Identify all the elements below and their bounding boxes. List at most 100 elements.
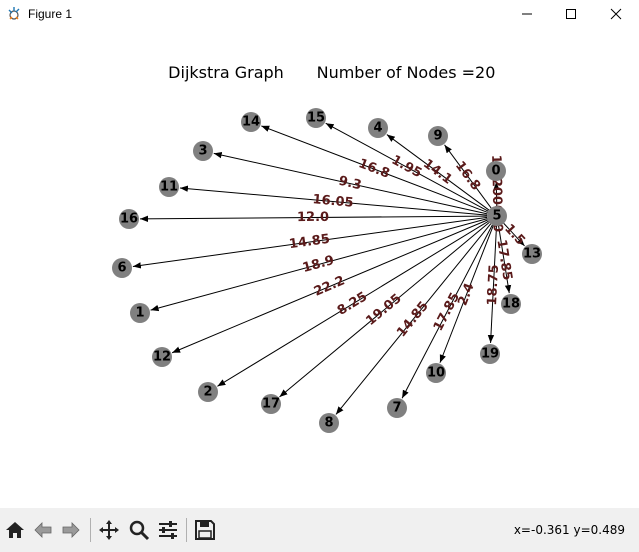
edge-5-2 [217, 220, 489, 387]
node-12 [152, 347, 172, 367]
minimize-icon [522, 13, 532, 15]
save-icon [195, 520, 215, 540]
node-label-9: 9 [433, 129, 442, 144]
edge-label-5-18: 17.85 [493, 239, 514, 282]
node-label-2: 2 [203, 385, 212, 400]
node-13 [522, 244, 542, 264]
edge-5-10 [439, 225, 494, 363]
edge-5-15 [325, 122, 489, 212]
node-7 [387, 398, 407, 418]
edge-5-1 [150, 218, 488, 312]
edge-5-17 [279, 222, 490, 398]
node-10 [426, 363, 446, 383]
back-arrow-icon [34, 522, 52, 538]
node-9 [428, 126, 448, 146]
navigation-toolbar: x=-0.361 y=0.489 [0, 508, 639, 552]
edge-5-14 [261, 125, 488, 213]
plot-title-left: Dijkstra Graph [168, 63, 284, 82]
edge-5-9 [444, 144, 492, 209]
sliders-icon [159, 521, 177, 539]
node-4 [368, 118, 388, 138]
forward-arrow-icon [62, 522, 80, 538]
toolbar-separator [186, 518, 187, 542]
node-label-12: 12 [153, 350, 171, 365]
node-19 [480, 344, 500, 364]
home-button[interactable] [2, 517, 28, 543]
edge-5-18 [498, 225, 512, 294]
edge-5-11 [179, 185, 488, 216]
node-16 [119, 209, 139, 229]
window-titlebar: Figure 1 [0, 0, 639, 28]
home-icon [6, 522, 24, 538]
zoom-button[interactable] [126, 517, 152, 543]
close-icon [610, 8, 622, 20]
node-14 [241, 112, 261, 132]
plot-title-right: Number of Nodes =20 [317, 63, 496, 82]
toolbar-separator [90, 518, 91, 542]
node-label-18: 18 [502, 297, 520, 312]
close-button[interactable] [593, 0, 639, 28]
node-label-5: 5 [492, 209, 501, 224]
edge-5-6 [132, 216, 488, 269]
node-3 [193, 141, 213, 161]
node-label-14: 14 [242, 115, 260, 130]
node-label-19: 19 [481, 347, 499, 362]
node-1 [130, 303, 150, 323]
node-5 [487, 206, 507, 226]
edge-5-19 [487, 225, 497, 344]
edge-label-5-2: 8.25 [335, 289, 370, 318]
edge-5-13 [503, 223, 525, 247]
configure-subplots-button[interactable] [155, 517, 181, 543]
edge-label-5-19: 18.75 [485, 264, 502, 306]
graph-plot: Dijkstra Graph Number of Nodes =20 13.20… [112, 63, 542, 433]
edge-label-5-4: 14.1 [420, 156, 455, 187]
node-2 [198, 382, 218, 402]
save-button[interactable] [192, 517, 218, 543]
edge-5-8 [335, 223, 492, 415]
edge-5-16 [139, 215, 488, 223]
figure-canvas[interactable]: Dijkstra Graph Number of Nodes =20 13.20… [0, 28, 639, 508]
edge-5-4 [386, 134, 490, 211]
node-label-11: 11 [160, 180, 178, 195]
maximize-button[interactable] [548, 0, 594, 28]
node-label-3: 3 [198, 144, 207, 159]
edge-label-5-12: 22.2 [312, 273, 347, 299]
edge-label-5-1: 18.9 [301, 253, 336, 276]
edge-5-12 [171, 219, 488, 354]
forward-button[interactable] [58, 517, 84, 543]
edge-label-5-3: 9.3 [337, 174, 363, 194]
app-icon [6, 6, 22, 22]
maximize-icon [566, 9, 576, 19]
node-8 [319, 413, 339, 433]
edge-5-3 [213, 151, 488, 215]
window-title: Figure 1 [28, 7, 73, 21]
node-label-4: 4 [373, 121, 382, 136]
node-label-15: 15 [307, 111, 325, 126]
cursor-coordinates: x=-0.361 y=0.489 [513, 523, 625, 537]
node-17 [261, 394, 281, 414]
node-label-6: 6 [117, 261, 126, 276]
node-0 [486, 161, 506, 181]
edge-label-5-17: 19.05 [363, 291, 404, 329]
node-label-1: 1 [135, 306, 144, 321]
node-label-7: 7 [392, 401, 401, 416]
node-label-16: 16 [120, 212, 138, 227]
pan-button[interactable] [96, 517, 122, 543]
node-label-17: 17 [262, 397, 280, 412]
node-11 [159, 177, 179, 197]
node-label-0: 0 [491, 164, 500, 179]
edge-label-5-16: 12.0 [297, 210, 329, 225]
node-18 [501, 294, 521, 314]
minimize-button[interactable] [504, 0, 550, 28]
node-label-10: 10 [427, 366, 445, 381]
edge-label-5-10: 2.4 [455, 281, 477, 308]
node-label-8: 8 [324, 416, 333, 431]
edge-5-0 [493, 181, 500, 207]
node-6 [112, 258, 132, 278]
node-label-13: 13 [523, 247, 541, 262]
move-icon [99, 520, 119, 540]
back-button[interactable] [30, 517, 56, 543]
edge-label-5-9: 16.8 [452, 159, 483, 194]
zoom-icon [129, 520, 150, 541]
node-15 [306, 108, 326, 128]
